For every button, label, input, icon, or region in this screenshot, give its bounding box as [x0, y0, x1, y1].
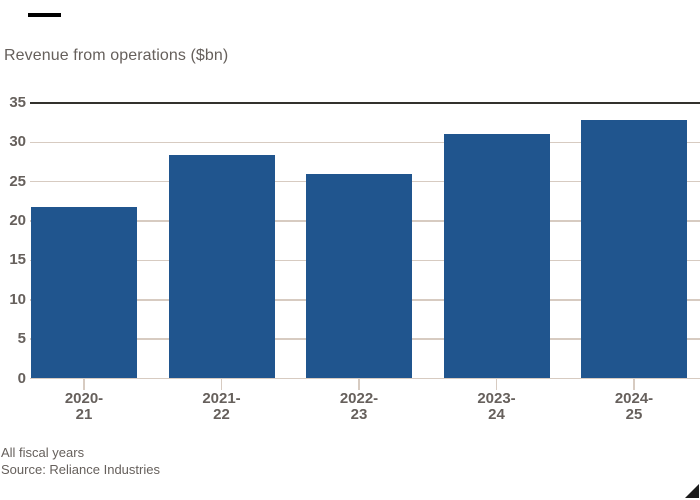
y-axis-label: 15	[9, 251, 26, 269]
x-axis-label-line2: 22	[213, 406, 230, 423]
x-axis-label-line1: 2022-	[339, 390, 379, 407]
y-axis-label: 35	[9, 94, 26, 111]
bar-2021-22	[168, 154, 275, 379]
x-axis-label-line2: 25	[625, 406, 643, 423]
x-axis-label: 2024- 25	[574, 391, 694, 423]
x-axis-label-line2: 24	[488, 406, 505, 423]
x-axis-label: 2021- 22	[162, 391, 282, 423]
x-axis-label: 2022- 23	[299, 391, 419, 423]
x-axis-tick	[220, 378, 223, 390]
y-axis-label: 20	[9, 212, 26, 230]
bar-2024-25	[581, 119, 687, 379]
y-axis-label: 10	[9, 290, 26, 308]
bar-2020-21	[31, 206, 137, 379]
source-line: Source: Reliance Industries	[1, 462, 160, 477]
gridline	[30, 377, 700, 380]
x-axis-label-line1: 2023-	[477, 390, 516, 407]
footnote: All fiscal years	[1, 445, 85, 460]
y-axis-label: 25	[9, 172, 26, 190]
y-axis-label: 0	[17, 369, 26, 387]
x-axis-label-line1: 2021-	[202, 390, 241, 407]
x-axis-tick	[358, 378, 360, 390]
x-axis-tick	[83, 378, 85, 390]
gridline-top	[30, 102, 700, 104]
x-axis-label: 2023- 24	[437, 391, 557, 423]
x-axis-label-line2: 21	[75, 406, 93, 423]
x-axis-label-line2: 23	[350, 406, 368, 423]
bar-2023-24	[443, 134, 550, 379]
x-axis-label: 2020- 21	[24, 391, 144, 423]
bar-2022-23	[306, 173, 412, 379]
chart-title: Revenue from operations ($bn)	[4, 47, 229, 64]
x-axis-label-line1: 2024-	[614, 390, 654, 407]
x-axis-label-line1: 2020-	[64, 390, 104, 407]
corner-triangle-icon	[685, 484, 699, 498]
y-axis-label: 5	[17, 330, 26, 348]
y-axis-label: 30	[9, 133, 26, 151]
ft-top-rule-icon	[28, 13, 61, 17]
x-axis-tick	[633, 378, 635, 390]
x-axis-tick	[495, 378, 498, 390]
gridline	[30, 141, 700, 144]
